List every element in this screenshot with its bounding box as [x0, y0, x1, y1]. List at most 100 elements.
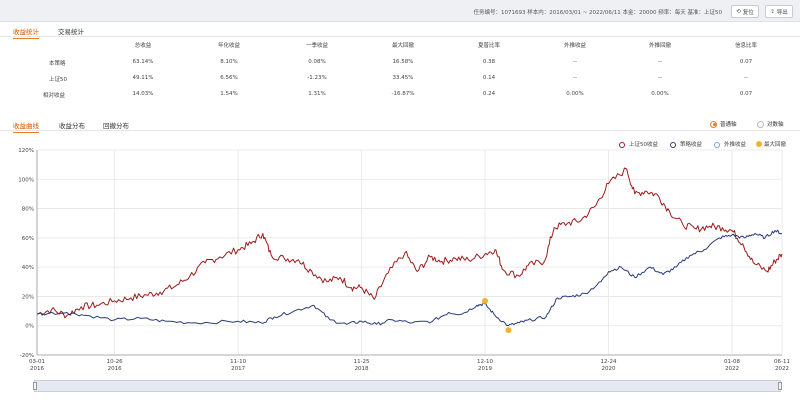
tab-drawdown-distribution[interactable]: 回撤分布: [103, 122, 129, 130]
refresh-button[interactable]: ⟲ 复位: [731, 5, 759, 18]
stat-value: 8.10%: [220, 59, 238, 65]
series-line-strategy: [36, 229, 783, 327]
stats-tabs: 收益统计 交易统计: [0, 24, 800, 39]
stat-value: 0.14: [482, 75, 496, 81]
table-row: 本策略 63.14% 8.10% 0.08% 16.58% 0.38 -- --…: [0, 59, 800, 71]
x-tick-label: 2016: [30, 366, 44, 372]
stat-value: 0.38: [482, 59, 496, 65]
table-row: 相对收益 14.03% 1.54% 1.31% -16.87% 0.24 0.0…: [0, 91, 800, 103]
stat-value: 0.00%: [651, 91, 669, 97]
x-tick-label: 10-26: [107, 359, 123, 365]
stats-header: 外推收益: [563, 43, 587, 49]
legend-label: 最大回撤: [763, 142, 786, 148]
legend-item-extrapolated[interactable]: 外推收益: [712, 140, 746, 148]
stat-value: 1.31%: [308, 91, 326, 97]
y-tick-label: -20%: [20, 353, 34, 359]
log-axis-option[interactable]: 对数轴: [757, 120, 784, 128]
x-tick-label: 06-11: [774, 359, 790, 365]
legend-label: 策略收益: [679, 142, 702, 148]
log-axis-label: 对数轴: [767, 122, 784, 128]
stat-value: 0.00%: [566, 91, 584, 97]
max-drawdown-marker: [505, 327, 512, 334]
y-tick-label: 60%: [22, 236, 34, 242]
table-row: 上证50 49.11% 6.56% -1.23% 33.45% 0.14 -- …: [0, 75, 800, 87]
x-tick-label: 12-10: [477, 359, 493, 365]
stat-value: 33.45%: [392, 75, 414, 81]
y-tick-label: 100%: [18, 177, 34, 183]
x-tick-label: 2022: [775, 366, 789, 372]
stat-value: 0.08%: [308, 59, 326, 65]
stat-value: --: [658, 75, 662, 81]
stat-value: 63.14%: [132, 59, 154, 65]
tab-return-stats[interactable]: 收益统计: [13, 26, 39, 39]
range-navigator[interactable]: [33, 380, 782, 392]
stat-value: 14.03%: [132, 91, 154, 97]
stat-value: --: [744, 75, 748, 81]
legend-item-strategy[interactable]: 策略收益: [668, 140, 702, 148]
stat-value: 0.24: [482, 91, 496, 97]
line-marker-icon: [617, 141, 627, 148]
stats-header: 最大回撤: [391, 43, 415, 49]
navigator-right-handle[interactable]: [778, 382, 782, 390]
stats-header-row: 总收益 年化收益 一季收益 最大回撤 夏普比率 外推收益 外推回撤 信息比率: [0, 41, 800, 53]
tab-return-distribution[interactable]: 收益分布: [59, 122, 85, 130]
x-tick-label: 11-25: [354, 359, 370, 365]
stat-value: 0.07: [739, 59, 753, 65]
y-tick-label: 40%: [22, 265, 34, 271]
line-marker-icon: [712, 141, 722, 148]
y-tick-label: 20%: [22, 294, 34, 300]
top-info-bar: 任务编号：1071693 样本内：2016/03/01 ~ 2022/06/11…: [0, 0, 800, 22]
x-tick-label: 2017: [231, 366, 245, 372]
stat-value: --: [573, 75, 577, 81]
normal-axis-label: 普通轴: [720, 122, 737, 128]
y-tick-label: 80%: [22, 207, 34, 213]
x-tick-label: 2022: [725, 366, 739, 372]
refresh-label: 复位: [742, 9, 754, 16]
stats-header: 年化收益: [217, 43, 241, 49]
stat-value: 1.54%: [220, 91, 238, 97]
legend-label: 外推收益: [723, 142, 746, 148]
stat-value: 0.07: [739, 91, 753, 97]
x-tick-label: 12-24: [601, 359, 617, 365]
stat-value: 16.58%: [392, 59, 414, 65]
chart-legend: 上证50收益 策略收益 外推收益 最大回撤: [617, 140, 786, 148]
legend-item-benchmark[interactable]: 上证50收益: [617, 140, 658, 148]
x-tick-label: 2018: [355, 366, 369, 372]
stat-value: 49.11%: [132, 75, 154, 81]
y-tick-label: 0%: [25, 324, 34, 330]
x-tick-label: 2019: [478, 366, 492, 372]
y-tick-label: 120%: [18, 148, 34, 154]
legend-label: 上证50收益: [628, 142, 658, 148]
export-button[interactable]: ⇪ 导出: [765, 5, 793, 18]
x-tick-label: 03-01: [29, 359, 45, 365]
stats-header: 外推回撤: [648, 43, 672, 49]
x-tick-label: 2020: [602, 366, 616, 372]
series-line-benchmark: [36, 167, 783, 319]
row-label: 本策略: [49, 61, 66, 67]
line-marker-icon: [668, 141, 678, 148]
stat-value: -1.23%: [307, 75, 327, 81]
radio-icon[interactable]: [757, 120, 764, 128]
max-drawdown-marker: [482, 297, 489, 304]
chart-tabs: 收益曲线 收益分布 回撤分布: [0, 118, 800, 133]
stat-value: --: [658, 59, 662, 65]
stats-header: 信息比率: [734, 43, 758, 49]
navigator-left-handle[interactable]: [33, 382, 37, 390]
stat-value: -16.87%: [391, 91, 415, 97]
x-tick-label: 11-10: [230, 359, 246, 365]
tab-return-curve[interactable]: 收益曲线: [13, 120, 39, 133]
legend-item-max-drawdown[interactable]: 最大回撤: [755, 140, 786, 148]
task-info-text: 任务编号：1071693 样本内：2016/03/01 ~ 2022/06/11…: [473, 10, 723, 16]
refresh-icon: ⟲: [736, 8, 741, 15]
x-tick-label: 01-08: [724, 359, 740, 365]
tab-trade-stats[interactable]: 交易统计: [58, 28, 84, 36]
export-icon: ⇪: [770, 8, 775, 15]
stats-header: 夏普比率: [477, 43, 501, 49]
row-label: 上证50: [49, 77, 67, 83]
export-label: 导出: [776, 9, 788, 16]
stats-header: 一季收益: [305, 43, 329, 49]
radio-icon[interactable]: [710, 120, 717, 128]
row-label: 相对收益: [43, 93, 66, 99]
normal-axis-option[interactable]: 普通轴: [710, 120, 737, 128]
